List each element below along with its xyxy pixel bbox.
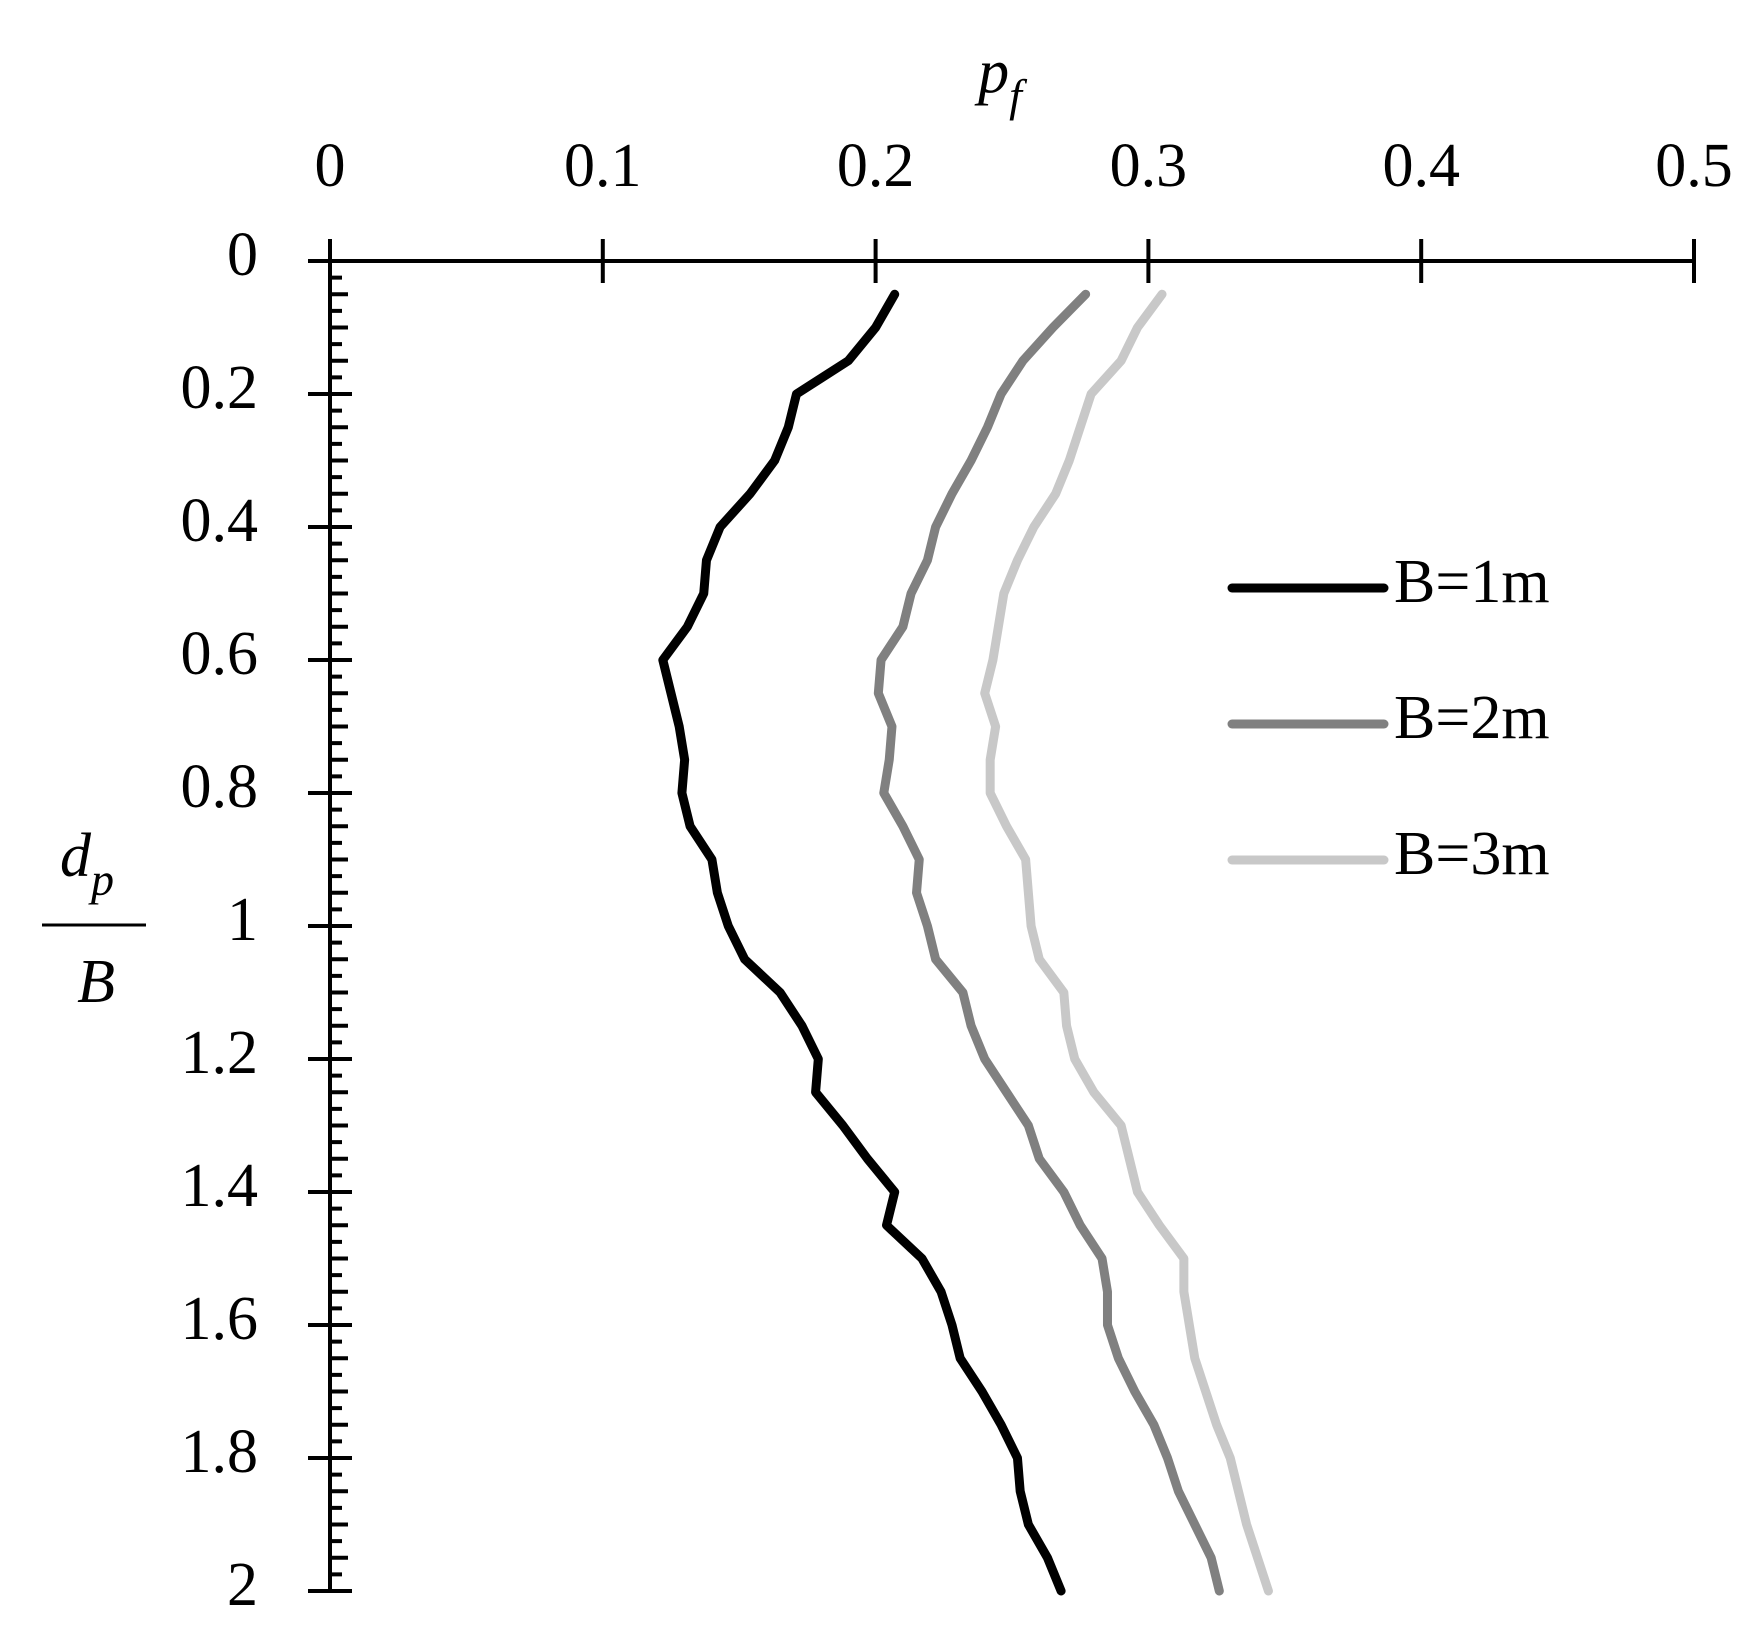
x-tick-label: 0.2	[837, 132, 915, 200]
y-tick-label: 1.4	[181, 1152, 259, 1220]
y-tick-label: 1	[227, 886, 258, 954]
series-line	[873, 289, 1224, 1596]
y-tick-label: 1.2	[181, 1019, 259, 1087]
y-tick-label: 0.2	[181, 354, 259, 422]
x-tick-label: 0.1	[564, 132, 642, 200]
series-line	[658, 289, 1066, 1596]
y-label-denominator: B	[77, 948, 115, 1016]
x-label-sub: f	[1009, 70, 1028, 121]
y-label-num-main: d	[60, 822, 92, 890]
y-tick-label: 0	[227, 221, 258, 289]
legend-label: B=1m	[1394, 548, 1550, 616]
x-tick-label: 0	[315, 132, 346, 200]
series-line	[980, 289, 1273, 1596]
x-label-main: p	[974, 38, 1009, 106]
y-tick-label: 0.6	[181, 620, 259, 688]
y-tick-label: 1.8	[181, 1418, 259, 1486]
y-tick-label: 0.4	[181, 487, 259, 555]
y-label-numerator: dp	[60, 822, 114, 904]
y-label-num-sub: p	[88, 854, 114, 905]
legend-label: B=3m	[1394, 820, 1550, 888]
y-tick-label: 2	[227, 1551, 258, 1619]
x-axis-title: pf	[974, 38, 1028, 120]
y-tick-label: 0.8	[181, 753, 259, 821]
x-tick-label: 0.5	[1655, 132, 1733, 200]
legend-label: B=2m	[1394, 684, 1550, 752]
x-tick-label: 0.3	[1110, 132, 1188, 200]
y-tick-label: 1.6	[181, 1285, 259, 1353]
x-tick-label: 0.4	[1382, 132, 1460, 200]
